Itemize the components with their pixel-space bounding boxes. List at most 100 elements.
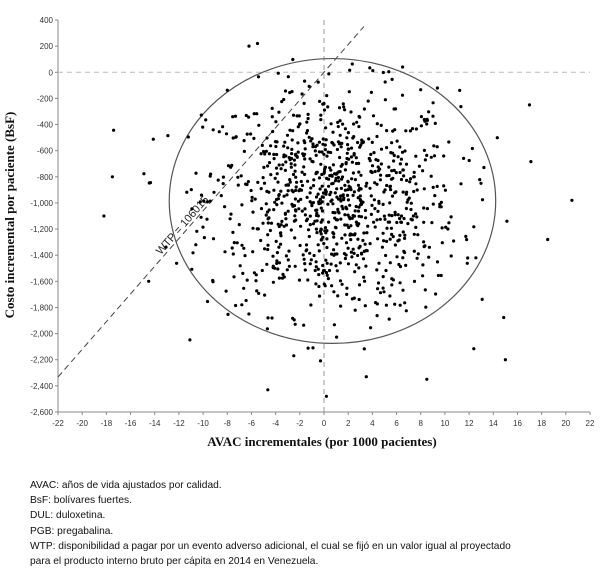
data-point bbox=[245, 278, 249, 282]
data-point bbox=[503, 358, 507, 362]
data-point bbox=[333, 211, 337, 215]
data-point bbox=[231, 115, 235, 119]
data-point bbox=[267, 190, 271, 194]
y-tick-label: 400 bbox=[40, 16, 54, 25]
data-point bbox=[389, 151, 393, 155]
data-point bbox=[376, 281, 381, 285]
data-point bbox=[244, 298, 248, 303]
data-point bbox=[368, 186, 372, 190]
data-point bbox=[349, 238, 353, 242]
data-point bbox=[318, 359, 323, 363]
data-point bbox=[284, 160, 288, 164]
data-point bbox=[378, 167, 382, 171]
data-point bbox=[306, 228, 311, 232]
data-point bbox=[112, 128, 116, 132]
data-point bbox=[201, 225, 205, 229]
data-point bbox=[378, 217, 382, 221]
data-point bbox=[219, 194, 223, 198]
data-point bbox=[306, 116, 310, 121]
data-point bbox=[314, 208, 318, 212]
data-point bbox=[208, 199, 212, 203]
data-point bbox=[387, 173, 391, 178]
data-point bbox=[191, 251, 195, 255]
data-point bbox=[303, 79, 307, 83]
x-tick-label: -8 bbox=[224, 419, 232, 428]
data-point bbox=[292, 158, 296, 162]
data-point bbox=[390, 141, 394, 145]
data-point bbox=[396, 155, 400, 159]
data-point bbox=[388, 237, 392, 241]
data-point bbox=[356, 253, 360, 258]
data-point bbox=[354, 156, 358, 160]
data-point bbox=[267, 161, 272, 165]
data-point bbox=[435, 145, 439, 149]
y-tick-label: -200 bbox=[37, 94, 54, 103]
data-point bbox=[287, 249, 291, 253]
data-point bbox=[262, 149, 266, 154]
data-point bbox=[439, 200, 443, 204]
data-point bbox=[419, 124, 423, 128]
data-point bbox=[459, 105, 463, 109]
data-point bbox=[391, 129, 395, 133]
data-point bbox=[324, 258, 328, 262]
data-point bbox=[350, 62, 354, 66]
data-point bbox=[372, 220, 376, 224]
data-point bbox=[341, 102, 345, 106]
data-point bbox=[305, 131, 309, 135]
data-point bbox=[279, 223, 283, 227]
data-point bbox=[276, 71, 280, 75]
data-point bbox=[286, 189, 290, 193]
data-point bbox=[354, 263, 358, 267]
data-point bbox=[315, 170, 319, 174]
data-point bbox=[371, 69, 375, 73]
data-point bbox=[242, 149, 246, 153]
data-point bbox=[392, 168, 396, 172]
x-tick-label: -12 bbox=[173, 419, 185, 428]
data-point bbox=[251, 250, 255, 254]
data-point bbox=[380, 245, 384, 249]
data-point bbox=[199, 113, 203, 117]
data-point bbox=[427, 245, 431, 249]
data-point bbox=[387, 213, 391, 217]
data-point bbox=[321, 137, 325, 141]
data-point bbox=[343, 127, 347, 131]
data-point bbox=[364, 375, 368, 379]
data-point bbox=[344, 162, 348, 166]
data-point bbox=[391, 176, 395, 180]
data-point bbox=[377, 261, 381, 265]
data-point bbox=[350, 177, 354, 181]
data-point bbox=[305, 120, 309, 124]
data-point bbox=[147, 279, 151, 283]
data-point bbox=[346, 246, 350, 250]
footnote-wtp: WTP: disponibilidad a pagar por un event… bbox=[30, 540, 511, 552]
data-point bbox=[235, 241, 239, 245]
data-point bbox=[199, 193, 204, 197]
data-point bbox=[363, 304, 367, 308]
data-point bbox=[285, 193, 289, 197]
data-point bbox=[361, 257, 366, 261]
data-point bbox=[273, 140, 278, 144]
data-point bbox=[306, 112, 310, 116]
data-point bbox=[392, 153, 396, 158]
data-point bbox=[436, 273, 440, 278]
data-point bbox=[399, 177, 404, 182]
data-point bbox=[251, 226, 255, 230]
data-point bbox=[435, 86, 439, 90]
data-point bbox=[291, 316, 295, 320]
data-point bbox=[265, 136, 269, 140]
data-point bbox=[233, 114, 238, 118]
y-axis-title: Costo incremental por paciente (BsF) bbox=[2, 112, 17, 319]
data-point bbox=[328, 193, 332, 197]
data-point bbox=[224, 132, 229, 136]
data-point bbox=[151, 137, 155, 141]
data-point bbox=[404, 206, 408, 211]
data-point bbox=[275, 261, 279, 265]
data-point bbox=[314, 260, 318, 264]
data-point bbox=[472, 347, 476, 351]
x-tick-label: 10 bbox=[440, 419, 449, 428]
data-point bbox=[194, 171, 198, 175]
y-tick-label: -1,800 bbox=[30, 303, 53, 312]
data-point bbox=[250, 195, 254, 199]
data-point bbox=[333, 225, 338, 229]
data-point bbox=[414, 182, 418, 186]
